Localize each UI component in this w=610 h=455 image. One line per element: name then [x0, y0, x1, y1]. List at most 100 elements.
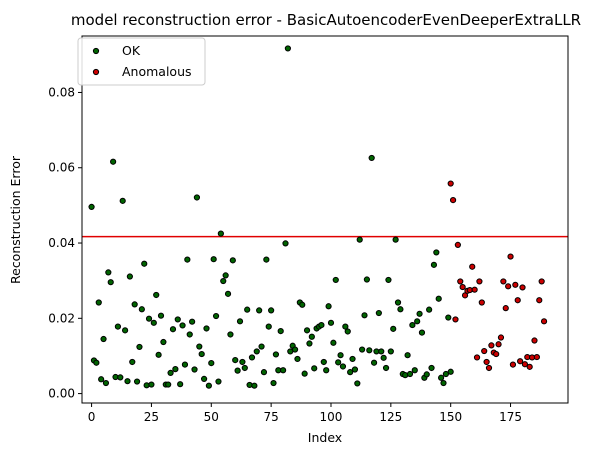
ok-point [318, 321, 325, 329]
ok-point [244, 306, 251, 313]
x-tick-label: 175 [499, 410, 522, 424]
anomalous-point [469, 263, 476, 270]
anomalous-point [540, 318, 548, 325]
anomalous-point [478, 299, 485, 306]
x-tick-label: 100 [320, 410, 343, 424]
anomalous-point [505, 283, 512, 290]
ok-point [174, 316, 181, 323]
anomalous-point [481, 347, 488, 355]
ok-point [351, 366, 359, 373]
ok-point [284, 45, 291, 52]
ok-point [133, 378, 141, 385]
ok-point [430, 261, 438, 268]
anomalous-point [485, 364, 493, 372]
anomalous-point [471, 286, 478, 293]
ok-point [150, 319, 157, 326]
ok-point [363, 276, 370, 283]
ok-point [260, 369, 268, 376]
ok-point [323, 367, 330, 374]
ok-point [232, 356, 239, 364]
ok-point [198, 350, 205, 358]
anomalous-point [473, 354, 481, 361]
y-tick-label: 0.04 [48, 236, 75, 250]
ok-point [435, 295, 442, 302]
ok-point [145, 315, 153, 322]
anomalous-point [452, 316, 459, 323]
ok-point [445, 314, 452, 321]
ok-point [440, 379, 447, 387]
anomalous-point [459, 283, 466, 291]
anomalous-point [519, 284, 526, 291]
ok-point [385, 276, 392, 284]
ok-point [217, 230, 224, 237]
ok-point [256, 307, 263, 314]
ok-point [239, 358, 246, 366]
ok-point [196, 343, 203, 350]
y-tick-label: 0.06 [48, 161, 75, 175]
ok-point [418, 329, 426, 336]
ok-point [200, 375, 208, 383]
anomalous-point [476, 278, 483, 285]
points-layer [88, 45, 548, 389]
ok-point [270, 379, 277, 387]
ok-point [119, 197, 126, 204]
ok-point [253, 348, 260, 355]
ok-point [160, 338, 167, 346]
ok-point [392, 236, 399, 243]
y-axis-ticks: 0.00 0.02 0.04 0.06 0.08 [48, 85, 82, 401]
ok-point [191, 366, 198, 373]
ok-point [291, 346, 299, 353]
anomalous-point [457, 278, 464, 285]
ok-point [277, 328, 284, 335]
legend-marker-ok [92, 47, 100, 55]
anomalous-point [483, 358, 490, 366]
ok-point [88, 203, 95, 210]
ok-point [258, 343, 265, 350]
ok-point [248, 354, 256, 361]
legend-marker-anomalous [92, 68, 100, 76]
ok-point [344, 328, 351, 335]
ok-point [222, 272, 229, 279]
legend-box [77, 37, 206, 86]
ok-point [438, 374, 445, 381]
y-tick-label: 0.00 [48, 387, 75, 401]
ok-point [423, 371, 430, 378]
ok-point [370, 359, 378, 366]
ok-point [397, 306, 404, 313]
ok-point [426, 306, 433, 313]
y-axis-label: Reconstruction Error [8, 155, 23, 284]
ok-point [359, 346, 366, 353]
x-tick-label: 0 [88, 410, 96, 424]
ok-point [416, 310, 423, 317]
ok-point [131, 301, 138, 308]
ok-point [100, 335, 107, 343]
ok-point [394, 299, 402, 306]
ok-point [236, 318, 244, 325]
anomalous-point [517, 358, 524, 365]
ok-point [117, 374, 124, 381]
ok-point [220, 277, 227, 285]
ok-point [105, 269, 112, 276]
ok-point [335, 359, 342, 366]
ok-point [184, 256, 191, 263]
ok-point [215, 378, 222, 385]
ok-point [165, 381, 172, 388]
ok-point [366, 347, 373, 354]
ok-point [167, 369, 174, 376]
anomalous-point [488, 342, 495, 349]
ok-point [349, 355, 356, 363]
ok-point [380, 354, 387, 361]
ok-point [330, 339, 337, 346]
ok-point [124, 378, 131, 385]
anomalous-point [531, 337, 538, 344]
ok-point [110, 158, 117, 165]
anomalous-point [509, 361, 517, 368]
ok-point [181, 361, 189, 368]
ok-point [320, 358, 327, 366]
ok-point [272, 351, 280, 358]
ok-point [107, 279, 114, 286]
ok-point [299, 301, 306, 308]
ok-point [301, 370, 308, 377]
chart-title: model reconstruction error - BasicAutoen… [71, 11, 581, 29]
ok-point [294, 355, 301, 363]
